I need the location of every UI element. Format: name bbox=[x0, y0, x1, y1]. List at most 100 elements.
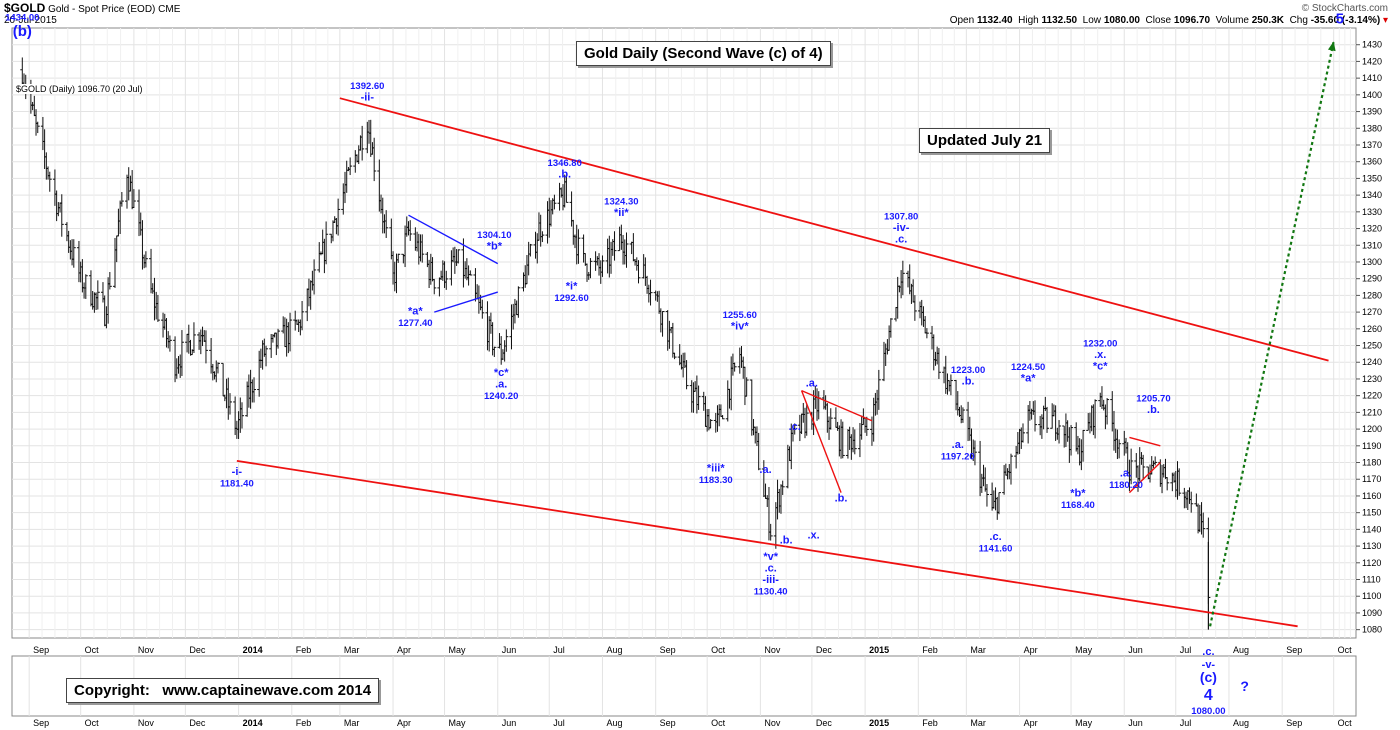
wave-label: 1277.40 bbox=[398, 318, 432, 329]
wave-label: .c. bbox=[895, 234, 907, 246]
y-tick-label: 1280 bbox=[1362, 290, 1382, 300]
wave-label: 1168.40 bbox=[1061, 500, 1095, 511]
x-tick-label: Aug bbox=[1233, 645, 1249, 655]
ohlc-bar bbox=[528, 243, 533, 257]
channel-line bbox=[339, 97, 1329, 362]
x-tick-label-lower: Jul bbox=[1180, 718, 1192, 728]
ohlc-bar bbox=[984, 484, 989, 507]
x-tick-label: Nov bbox=[764, 645, 781, 655]
x-tick-label-lower: Aug bbox=[1233, 718, 1249, 728]
ohlc-bar bbox=[756, 432, 761, 471]
trend-lines bbox=[236, 41, 1336, 628]
bottom-wave-label: .c. bbox=[1202, 646, 1214, 658]
ohlc-bar bbox=[720, 415, 725, 420]
pattern-line bbox=[1128, 462, 1161, 494]
ohlc-bar bbox=[612, 231, 617, 261]
wave-label: 1240.20 bbox=[484, 391, 518, 402]
wave-label: 1304.10 bbox=[477, 230, 511, 241]
ohlc-bar bbox=[684, 360, 689, 390]
x-tick-label: Aug bbox=[606, 645, 622, 655]
wave-label: *i* bbox=[566, 280, 578, 292]
x-tick-label: Mar bbox=[344, 645, 360, 655]
y-tick-label: 1290 bbox=[1362, 274, 1382, 284]
x-tick-label-lower: Jun bbox=[502, 718, 517, 728]
x-tick-label: Oct bbox=[1338, 645, 1353, 655]
ohlc-bar bbox=[264, 345, 269, 367]
wave-label: *v* bbox=[763, 551, 778, 563]
ohlc-bar bbox=[432, 278, 437, 295]
x-tick-label-lower: 2014 bbox=[243, 718, 263, 728]
updated-note: Updated July 21 bbox=[919, 128, 1051, 153]
y-tick-label: 1240 bbox=[1362, 357, 1382, 367]
ohlc-bar bbox=[912, 295, 917, 321]
ohlc-bar bbox=[1189, 491, 1194, 513]
x-tick-label: 2015 bbox=[869, 645, 889, 655]
x-tick-label-lower: Mar bbox=[344, 718, 360, 728]
y-tick-label: 1190 bbox=[1362, 441, 1381, 451]
wave-label: *ii* bbox=[614, 207, 629, 219]
wave-label: -i- bbox=[232, 466, 243, 478]
chart-legend: $GOLD (Daily) 1096.70 (20 Jul) bbox=[16, 84, 143, 94]
wave-labels: 51434.00(b)-i-1181.401392.60-ii-*a*1277.… bbox=[5, 10, 1344, 717]
ohlc-bar bbox=[864, 416, 869, 436]
y-tick-label: 1110 bbox=[1362, 575, 1381, 585]
ohlc-bar bbox=[1021, 423, 1026, 443]
ohlc-bar bbox=[540, 231, 545, 243]
ohlc-bar bbox=[1177, 468, 1182, 496]
wave-label: .c. bbox=[765, 563, 777, 575]
y-tick-label: 1380 bbox=[1362, 123, 1382, 133]
ohlc-bar bbox=[227, 393, 232, 415]
y-tick-label: 1330 bbox=[1362, 207, 1382, 217]
pattern-line bbox=[801, 390, 873, 422]
ohlc-bar bbox=[444, 270, 449, 290]
ohlc-bar bbox=[804, 404, 809, 436]
x-tick-label-lower: Sep bbox=[660, 718, 676, 728]
ohlc-bar bbox=[1045, 406, 1050, 433]
pattern-line bbox=[1129, 436, 1161, 447]
wave-label: 1307.80 bbox=[884, 212, 918, 223]
ohlc-bar bbox=[372, 137, 377, 182]
ohlc-bar bbox=[456, 249, 461, 264]
open-label: Open bbox=[949, 15, 975, 26]
wave-label: .a. bbox=[495, 379, 507, 391]
ohlc-bar bbox=[924, 328, 929, 339]
y-tick-label: 1200 bbox=[1362, 424, 1382, 434]
wave-label: 1130.40 bbox=[754, 587, 788, 598]
ohlc-bar bbox=[59, 194, 64, 237]
x-tick-label-lower: Mar bbox=[970, 718, 986, 728]
ohlc-bar bbox=[672, 352, 677, 360]
ohlc-bar bbox=[324, 221, 329, 265]
chart-axes: 1080 1090 1100 1110 1120 1130 1140 1150 1160 1170… bbox=[33, 40, 1382, 728]
ohlc-bar bbox=[240, 402, 245, 429]
ohlc-bar bbox=[1105, 398, 1110, 425]
ohlc-bar bbox=[107, 272, 112, 290]
y-tick-label: 1130 bbox=[1362, 541, 1381, 551]
x-tick-label: Oct bbox=[711, 645, 726, 655]
y-tick-label: 1270 bbox=[1362, 307, 1382, 317]
wave-label: 1197.20 bbox=[941, 452, 975, 463]
y-tick-label: 1300 bbox=[1362, 257, 1382, 267]
x-tick-label: Oct bbox=[85, 645, 100, 655]
ohlc-bar bbox=[492, 346, 497, 358]
ohlc-bar bbox=[1201, 512, 1206, 538]
wave-label: .a. bbox=[759, 464, 771, 476]
x-tick-label-lower: Oct bbox=[85, 718, 100, 728]
ohlc-bar bbox=[155, 294, 160, 322]
ohlc-bar bbox=[167, 335, 172, 352]
ohlc-bar bbox=[936, 347, 941, 379]
down-arrow-icon: ▾ bbox=[1382, 15, 1388, 26]
ohlc-bar bbox=[203, 330, 208, 364]
x-tick-label-lower: Aug bbox=[606, 718, 622, 728]
ohlc-bar bbox=[564, 175, 569, 203]
x-tick-label-lower: Dec bbox=[189, 718, 206, 728]
ohlc-bar bbox=[420, 234, 425, 263]
ohlc-bar bbox=[840, 421, 845, 459]
ohlc-bar bbox=[636, 260, 641, 284]
y-tick-label: 1090 bbox=[1362, 608, 1382, 618]
y-tick-label: 1080 bbox=[1362, 625, 1382, 635]
wave-label: -iv- bbox=[893, 222, 910, 234]
high-value: 1132.50 bbox=[1041, 15, 1078, 26]
header-date: 20-Jul-2015 bbox=[4, 15, 57, 26]
ohlc-bar bbox=[1069, 425, 1074, 456]
